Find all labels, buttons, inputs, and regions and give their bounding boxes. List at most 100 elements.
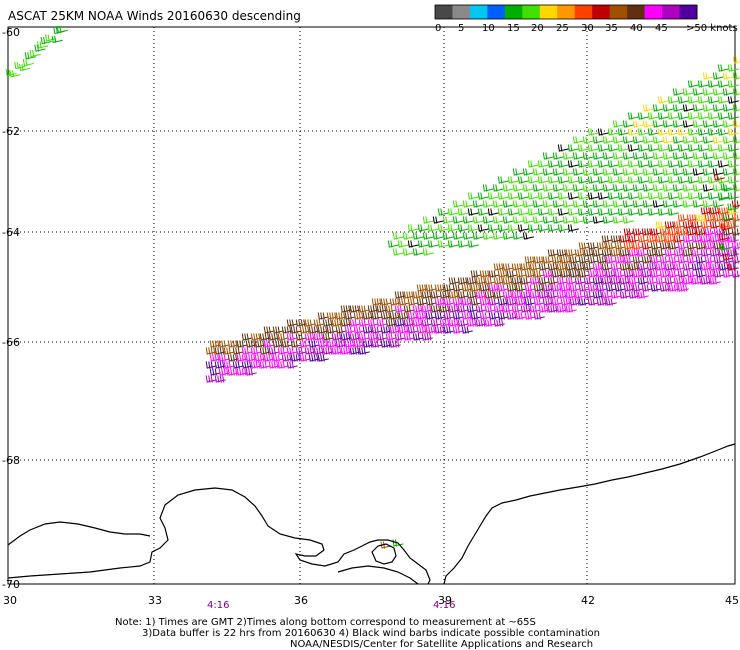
wind-barb — [668, 270, 680, 278]
wind-barb — [547, 277, 559, 285]
wind-barb — [537, 176, 549, 184]
wind-barb — [697, 144, 709, 152]
wind-barb — [727, 160, 739, 168]
wind-barb — [731, 228, 740, 236]
wind-barb — [547, 305, 559, 313]
wind-barb — [632, 200, 644, 208]
wind-barb — [461, 284, 473, 292]
wind-barb — [380, 312, 392, 320]
wind-barb — [632, 284, 644, 292]
wind-barb — [223, 361, 235, 369]
wind-barb — [417, 240, 429, 248]
wind-barb — [515, 270, 527, 278]
wind-barb — [430, 319, 442, 327]
wind-barb — [707, 80, 719, 88]
wind-barb — [304, 333, 316, 341]
wind-barb — [677, 228, 689, 236]
wind-barb — [722, 104, 734, 112]
wind-barb — [673, 277, 685, 285]
wind-barb — [447, 240, 459, 248]
wind-barb — [254, 354, 266, 362]
wind-barb — [398, 298, 410, 306]
wind-barb — [542, 284, 554, 292]
wind-barb — [607, 208, 619, 216]
wind-barb — [659, 284, 671, 292]
coast-inlet — [7, 521, 151, 546]
wind-barb — [349, 347, 361, 355]
wind-barb — [687, 96, 699, 104]
wind-barb — [647, 176, 659, 184]
wind-barb — [367, 333, 379, 341]
wind-barb — [592, 184, 604, 192]
wind-barb — [592, 277, 604, 285]
wind-barb — [662, 136, 674, 144]
wind-barb — [40, 37, 52, 45]
wind-barb — [592, 136, 604, 144]
wind-barb — [655, 235, 667, 243]
wind-barb — [272, 326, 284, 334]
wind-barb — [719, 243, 731, 251]
wind-barb — [692, 152, 704, 160]
wind-barb — [432, 232, 444, 240]
wind-barb — [527, 224, 539, 232]
wind-barb — [612, 216, 624, 224]
wind-barb — [349, 333, 361, 341]
wind-barb — [245, 340, 257, 348]
wind-barb — [637, 208, 649, 216]
wind-barb — [389, 312, 401, 320]
wind-barb — [538, 263, 550, 271]
wind-barb — [572, 216, 584, 224]
wind-barb — [313, 333, 325, 341]
wind-barb — [622, 184, 634, 192]
wind-barb — [709, 235, 721, 243]
wind-barb — [628, 235, 640, 243]
legend-swatch — [504, 5, 523, 19]
wind-barb — [452, 216, 464, 224]
wind-barb — [527, 208, 539, 216]
wind-barb — [709, 207, 721, 215]
wind-barb — [362, 326, 374, 334]
wind-barb — [587, 256, 599, 264]
wind-barb — [707, 112, 719, 120]
wind-barb — [562, 152, 574, 160]
wind-barb — [583, 291, 595, 299]
wind-barb — [659, 242, 671, 250]
wind-barb — [492, 200, 504, 208]
wind-barb — [412, 291, 424, 299]
wind-barb — [657, 160, 669, 168]
wind-barb — [425, 312, 437, 320]
wind-barb — [552, 200, 564, 208]
wind-barb — [232, 361, 244, 369]
wind-barb — [713, 173, 725, 181]
wind-barb — [493, 319, 505, 327]
wind-barb — [597, 160, 609, 168]
wind-barb — [205, 375, 217, 383]
wind-barb — [652, 184, 664, 192]
wind-barb — [614, 270, 626, 278]
wind-barb — [637, 291, 649, 299]
wind-barb — [677, 242, 689, 250]
wind-barb — [722, 152, 734, 160]
wind-barb — [583, 277, 595, 285]
wind-barb — [677, 128, 689, 136]
wind-barb — [587, 208, 599, 216]
wind-barb — [344, 340, 356, 348]
wind-barb — [313, 347, 325, 355]
wind-barb — [425, 284, 437, 292]
wind-barb — [245, 354, 257, 362]
wind-barb — [687, 160, 699, 168]
axis-labels: 30 33 36 39 42 45 -60 -62 -64 -66 -68 -70 — [2, 26, 739, 607]
wind-barb — [209, 368, 221, 376]
wind-barb — [556, 291, 568, 299]
wind-barb — [641, 228, 653, 236]
wind-barb — [682, 136, 694, 144]
wind-barb — [642, 136, 654, 144]
wind-barb — [646, 249, 658, 257]
wind-barb — [506, 298, 518, 306]
wind-barb — [695, 228, 707, 236]
wind-barb — [326, 326, 338, 334]
wind-barb — [214, 361, 226, 369]
wind-barb — [692, 136, 704, 144]
wind-barb — [718, 233, 730, 241]
